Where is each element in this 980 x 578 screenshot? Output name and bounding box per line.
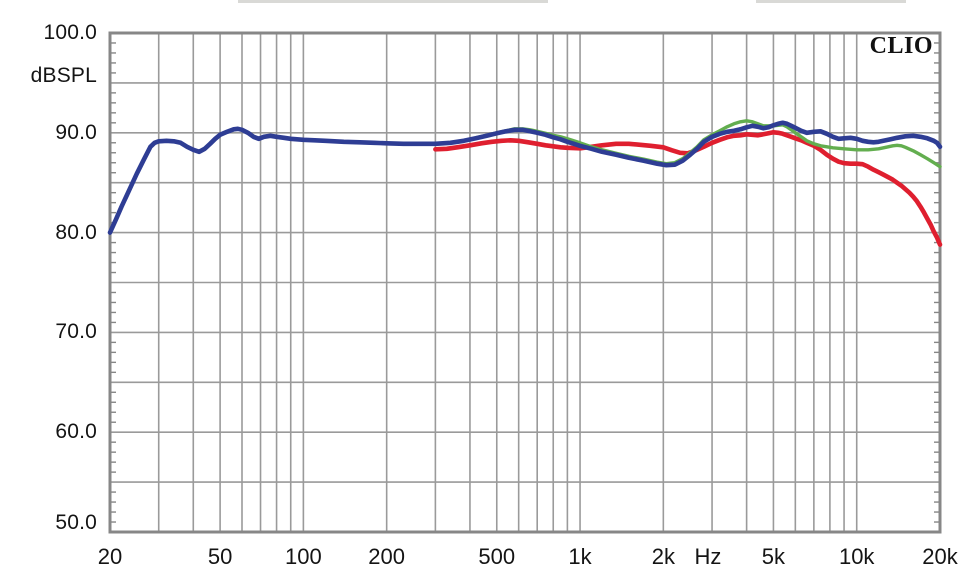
- red-response-curve: [433, 130, 943, 247]
- cropped-title-remnant: [238, 0, 548, 3]
- y-axis-tick-label: 100.0: [43, 21, 97, 44]
- x-axis-unit-label: Hz: [694, 544, 722, 569]
- x-axis-tick-label: 200: [368, 544, 406, 569]
- cropped-title-remnant: [756, 0, 906, 3]
- y-axis-tick-label: 80.0: [55, 220, 97, 244]
- y-axis-unit-label: dBSPL: [30, 64, 97, 87]
- clio-logo: CLIO: [869, 33, 933, 59]
- green-response-curve: [474, 119, 942, 169]
- x-axis-tick-label: 20: [97, 544, 123, 569]
- y-axis-tick-label: 50.0: [55, 511, 97, 534]
- x-axis-tick-label: 5k: [761, 544, 786, 569]
- x-axis-tick-label: 50: [207, 544, 233, 569]
- plot-border: [108, 31, 942, 534]
- x-axis-tick-label: 500: [478, 544, 516, 569]
- x-axis-tick-label: 20k: [922, 544, 958, 569]
- x-axis-tick-label: 10k: [838, 544, 875, 569]
- y-axis-tick-label: 60.0: [55, 420, 97, 444]
- blue-response-curve: [107, 120, 943, 235]
- y-axis-tick-label: 90.0: [55, 120, 97, 144]
- y-axis-tick-label: 70.0: [55, 320, 97, 344]
- x-axis-tick-label: 100: [285, 544, 322, 569]
- x-axis-tick-label: 2k: [651, 544, 675, 569]
- x-axis-tick-label: 1k: [568, 544, 592, 569]
